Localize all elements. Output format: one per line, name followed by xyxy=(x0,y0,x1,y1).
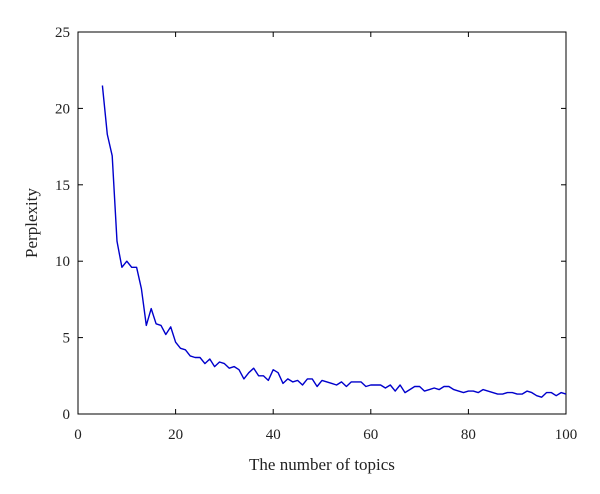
tick-labels: 0 20 40 60 80 100 0 5 10 15 20 25 xyxy=(55,25,577,443)
x-axis-label: The number of topics xyxy=(249,455,395,474)
x-tick-label: 20 xyxy=(168,427,183,443)
y-tick-label: 5 xyxy=(63,331,71,347)
x-tick-label: 100 xyxy=(555,427,578,443)
x-tick-label: 60 xyxy=(363,427,378,443)
y-tick-label: 10 xyxy=(55,254,70,270)
y-tick-label: 25 xyxy=(55,25,70,41)
plot-area-frame xyxy=(77,31,567,415)
axis-ticks xyxy=(77,31,567,415)
x-tick-label: 0 xyxy=(74,427,82,443)
x-tick-label: 40 xyxy=(266,427,281,443)
y-tick-label: 20 xyxy=(55,101,70,117)
y-axis-label: Perplexity xyxy=(22,188,41,258)
x-tick-label: 80 xyxy=(461,427,476,443)
perplexity-series-line xyxy=(101,85,567,398)
y-tick-label: 15 xyxy=(55,178,70,194)
y-tick-label: 0 xyxy=(63,407,71,423)
